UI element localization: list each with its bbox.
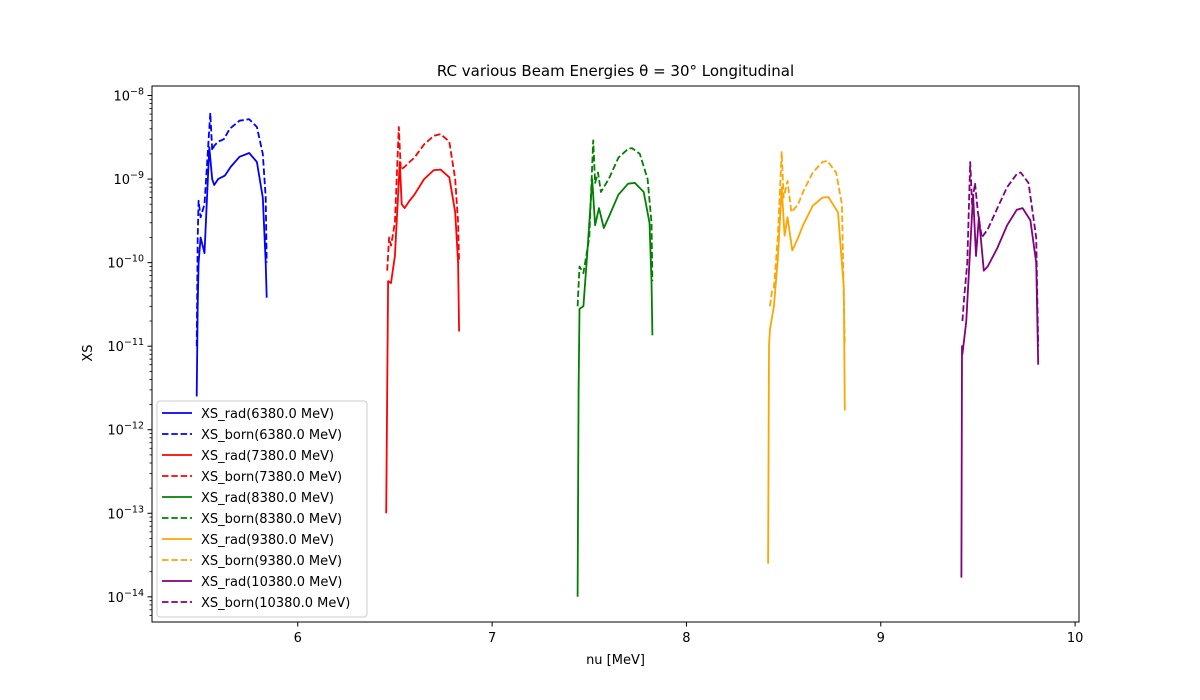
y-axis-label: XS: [81, 344, 96, 361]
series-line-3: [385, 161, 460, 514]
y-tick-label: 10−8: [113, 87, 144, 105]
series-line-9: [960, 193, 1040, 578]
y-tick-label: 10−10: [107, 254, 144, 272]
legend-label-6: XS_born(8380.0 MeV): [201, 512, 342, 527]
legend-label-3: XS_rad(7380.0 MeV): [201, 449, 334, 464]
legend-label-8: XS_born(9380.0 MeV): [201, 554, 342, 569]
series-line-6: [576, 139, 654, 307]
x-tick-label: 10: [1067, 631, 1084, 646]
y-tick-label: 10−14: [107, 588, 144, 606]
x-tick-label: 9: [877, 631, 885, 646]
legend-label-9: XS_rad(10380.0 MeV): [201, 575, 342, 590]
legend-label-7: XS_rad(9380.0 MeV): [201, 533, 334, 548]
chart-title: RC various Beam Energies θ = 30° Longitu…: [437, 62, 794, 80]
x-tick-label: 8: [682, 631, 690, 646]
series-lines: [195, 112, 1040, 597]
series-line-10: [961, 161, 1040, 347]
series-line-1: [195, 146, 268, 397]
series-line-7: [767, 186, 846, 564]
y-tick-label: 10−13: [107, 504, 144, 522]
legend-box: [156, 400, 368, 618]
legend: XS_rad(6380.0 MeV) XS_born(6380.0 MeV) XS_…: [156, 400, 368, 618]
x-tick-label: 6: [294, 631, 302, 646]
y-tick-label: 10−11: [107, 337, 144, 355]
x-axis-label: nu [MeV]: [586, 653, 645, 668]
series-line-5: [576, 178, 654, 597]
legend-label-10: XS_born(10380.0 MeV): [201, 596, 350, 611]
y-tick-label: 10−12: [107, 421, 144, 439]
series-line-4: [386, 126, 460, 271]
legend-label-4: XS_born(7380.0 MeV): [201, 470, 342, 485]
plot-area: 6 7 8 9 10 10−14 10−13 10−12 10−11 10−10 10−9 10−8: [107, 85, 1084, 646]
y-tick-label: 10−9: [113, 170, 144, 188]
series-line-2: [195, 112, 268, 347]
series-line-8: [769, 151, 846, 347]
x-tick-label: 7: [488, 631, 496, 646]
legend-label-1: XS_rad(6380.0 MeV): [201, 407, 334, 422]
legend-label-5: XS_rad(8380.0 MeV): [201, 491, 334, 506]
legend-label-2: XS_born(6380.0 MeV): [201, 428, 342, 443]
